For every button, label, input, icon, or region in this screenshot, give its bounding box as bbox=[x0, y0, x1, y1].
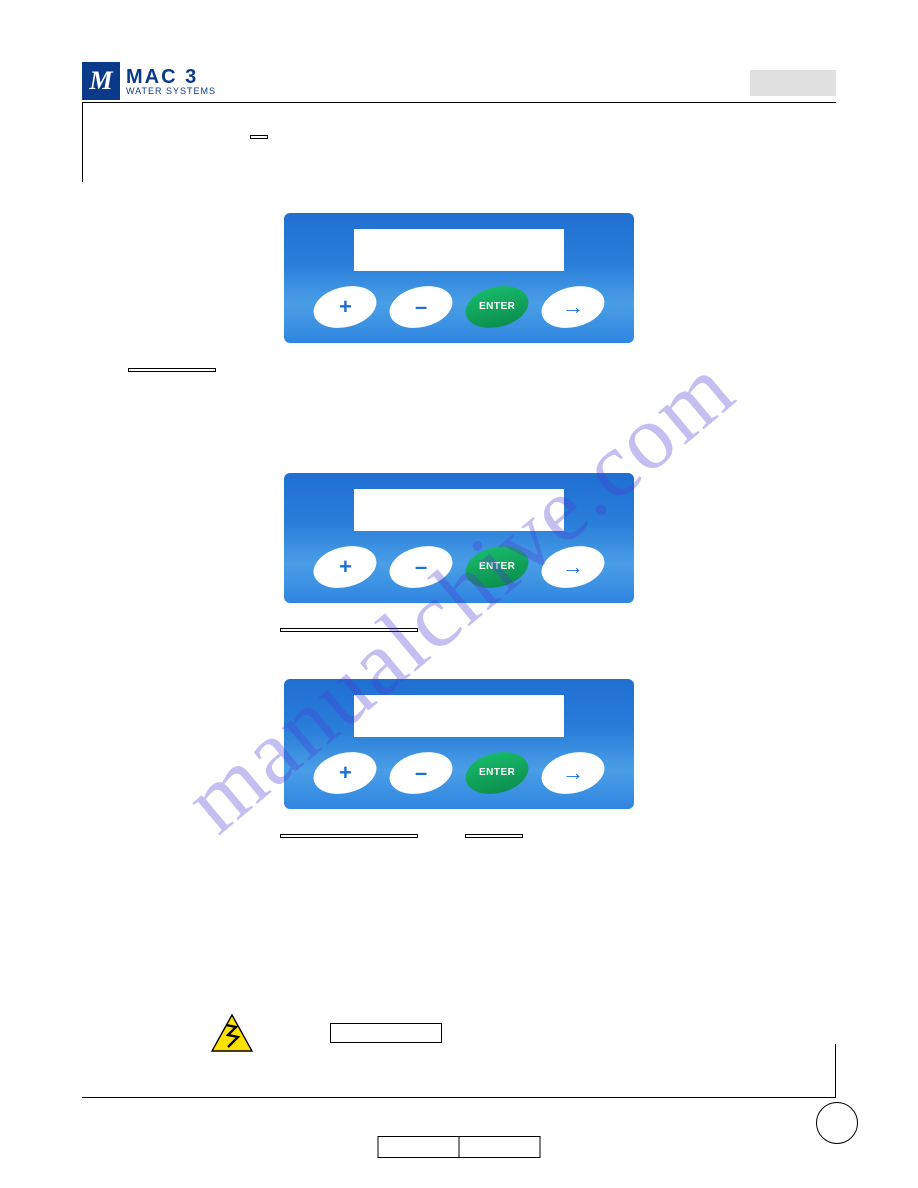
brand-tagline: WATER SYSTEMS bbox=[126, 87, 216, 96]
keypad-panel-1: + – ENTER → bbox=[284, 213, 634, 343]
minus-icon: – bbox=[415, 556, 427, 578]
logo-mark: M bbox=[82, 62, 120, 100]
inline-box-2 bbox=[128, 368, 216, 372]
arrow-right-icon: → bbox=[562, 296, 584, 318]
text-line-9 bbox=[78, 827, 840, 844]
lcd-display bbox=[354, 489, 564, 531]
plus-button[interactable]: + bbox=[309, 746, 381, 800]
inline-box-3 bbox=[280, 628, 418, 632]
footer-box-left bbox=[378, 1136, 460, 1158]
minus-button[interactable]: – bbox=[385, 746, 457, 800]
page-body: + – ENTER → + – ENTER → bbox=[78, 128, 840, 909]
plus-icon: + bbox=[339, 556, 352, 578]
inline-box-4 bbox=[280, 834, 418, 838]
next-button[interactable]: → bbox=[537, 540, 609, 594]
button-row: + – ENTER → bbox=[284, 547, 634, 587]
enter-label: ENTER bbox=[479, 302, 515, 312]
brand-logo: M MAC 3 WATER SYSTEMS bbox=[82, 62, 216, 100]
minus-button[interactable]: – bbox=[385, 540, 457, 594]
text-line-5 bbox=[78, 388, 840, 405]
text-line-4 bbox=[78, 361, 840, 378]
page: manualchive.com M MAC 3 WATER SYSTEMS + … bbox=[0, 0, 918, 1188]
next-button[interactable]: → bbox=[537, 280, 609, 334]
plus-button[interactable]: + bbox=[309, 280, 381, 334]
next-button[interactable]: → bbox=[537, 746, 609, 800]
text-line-3 bbox=[78, 182, 840, 199]
footer-boxes bbox=[378, 1136, 541, 1158]
logo-letter: M bbox=[89, 68, 112, 94]
logo-text: MAC 3 WATER SYSTEMS bbox=[126, 67, 216, 96]
plus-button[interactable]: + bbox=[309, 540, 381, 594]
text-line-6 bbox=[78, 415, 840, 432]
text-line-7 bbox=[78, 621, 840, 638]
arrow-right-icon: → bbox=[562, 762, 584, 784]
brand-name: MAC 3 bbox=[126, 67, 216, 87]
header-rule bbox=[82, 102, 836, 103]
enter-button[interactable]: ENTER bbox=[461, 746, 533, 800]
plus-icon: + bbox=[339, 296, 352, 318]
page-circle bbox=[816, 1102, 858, 1144]
header-placeholder bbox=[750, 70, 836, 96]
keypad-panel-2: + – ENTER → bbox=[284, 473, 634, 603]
minus-button[interactable]: – bbox=[385, 280, 457, 334]
text-line-6b bbox=[78, 442, 840, 459]
button-row: + – ENTER → bbox=[284, 287, 634, 327]
text-line-8 bbox=[78, 648, 840, 665]
text-line-10 bbox=[78, 854, 840, 871]
keypad-panel-3: + – ENTER → bbox=[284, 679, 634, 809]
enter-label: ENTER bbox=[479, 768, 515, 778]
text-line-11 bbox=[78, 882, 840, 899]
inline-box-1 bbox=[250, 135, 268, 139]
minus-icon: – bbox=[415, 296, 427, 318]
footer-box-right bbox=[460, 1136, 541, 1158]
text-line-2 bbox=[78, 155, 840, 172]
enter-button[interactable]: ENTER bbox=[461, 540, 533, 594]
lcd-display bbox=[354, 229, 564, 271]
footer-rule bbox=[82, 1097, 836, 1098]
text-line-1 bbox=[78, 128, 840, 145]
hazard-icon bbox=[210, 1013, 254, 1053]
plus-icon: + bbox=[339, 762, 352, 784]
footer-margin-rule bbox=[835, 1044, 836, 1098]
enter-button[interactable]: ENTER bbox=[461, 280, 533, 334]
button-row: + – ENTER → bbox=[284, 753, 634, 793]
minus-icon: – bbox=[415, 762, 427, 784]
arrow-right-icon: → bbox=[562, 556, 584, 578]
inline-box-5 bbox=[465, 834, 523, 838]
warning-text-box bbox=[330, 1023, 442, 1043]
enter-label: ENTER bbox=[479, 562, 515, 572]
lcd-display bbox=[354, 695, 564, 737]
